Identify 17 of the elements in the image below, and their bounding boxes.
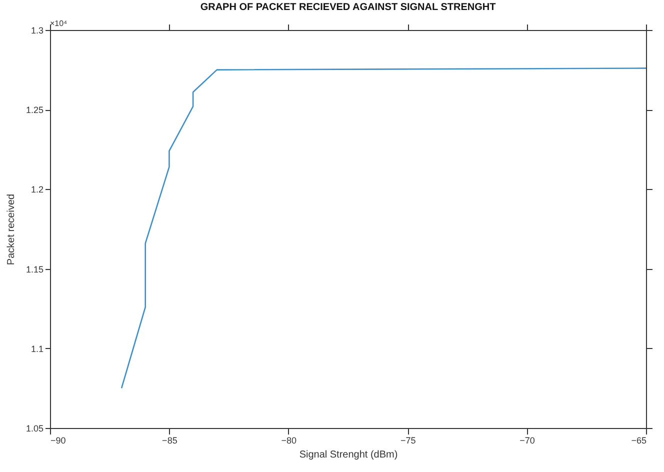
chart-title: GRAPH OF PACKET RECIEVED AGAINST SIGNAL STRENGHT bbox=[200, 2, 496, 13]
x-tick-label: −80 bbox=[281, 436, 297, 446]
y-tick-label: 1.3 bbox=[30, 26, 44, 36]
x-axis-title: Signal Strenght (dBm) bbox=[299, 450, 398, 460]
y-tick-label: 1.05 bbox=[26, 424, 44, 434]
x-tick-label: −65 bbox=[631, 436, 646, 446]
x-tick-label: −90 bbox=[50, 436, 66, 446]
y-tick-label: 1.25 bbox=[26, 105, 44, 116]
y-tick-label: 1.1 bbox=[30, 344, 44, 354]
y-axis-title: Packet received bbox=[6, 194, 17, 266]
x-tick-label: −70 bbox=[520, 436, 535, 446]
text: ×10⁴ bbox=[50, 19, 68, 28]
y-tick-label: 1.2 bbox=[30, 184, 44, 195]
x-tick-label: −75 bbox=[400, 436, 416, 446]
x-tick-label: −85 bbox=[162, 436, 178, 446]
line-series bbox=[120, 68, 646, 389]
y-tick-label: 1.15 bbox=[26, 264, 44, 274]
